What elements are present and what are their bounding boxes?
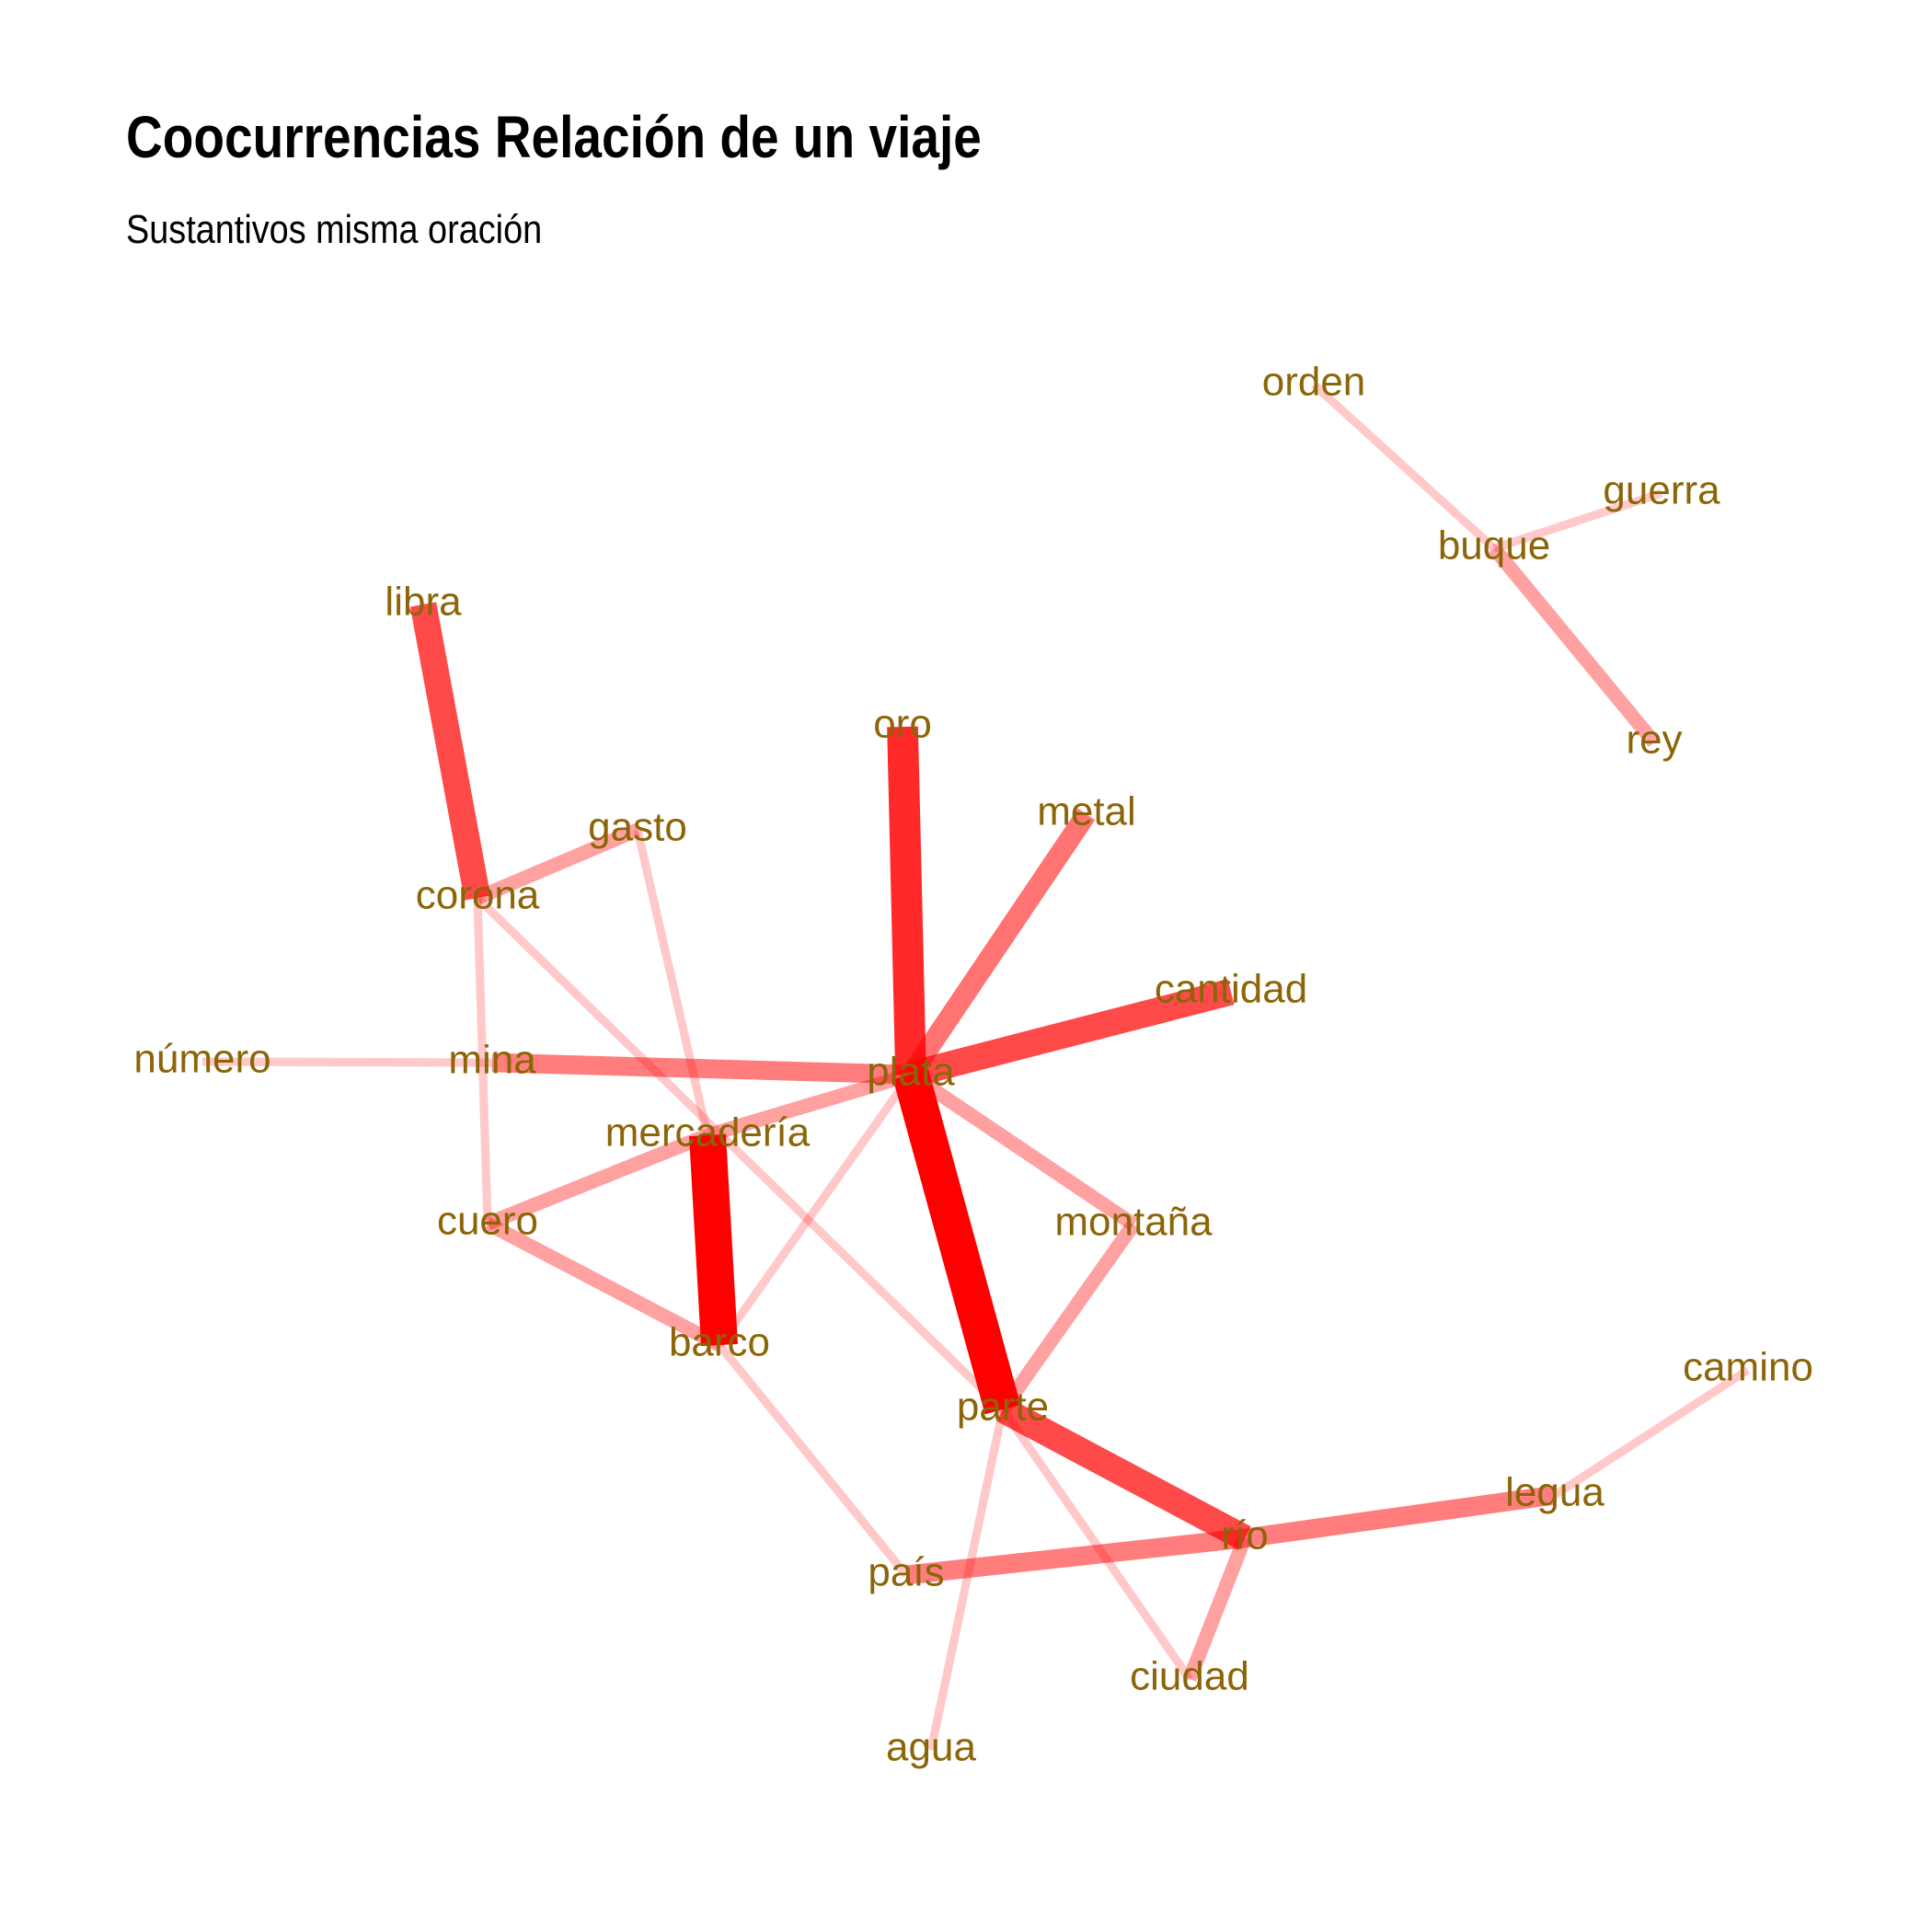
edge-libra-corona (409, 602, 491, 901)
chart-subtitle: Sustantivos misma oración (126, 207, 543, 252)
edge-metal-plata (902, 808, 1096, 1081)
edge-cantidad-plata (907, 979, 1235, 1087)
edge-barco-pais (716, 1342, 910, 1578)
node-label-oro: oro (873, 702, 932, 747)
edge-plata-montana (906, 1068, 1138, 1231)
labels-layer: orden guerra buque rey libra oro metal gasto cor… (133, 360, 1813, 1770)
node-label-corona: corona (416, 873, 540, 918)
edge-cuero-mercaderia (485, 1128, 710, 1231)
node-label-buque: buque (1438, 523, 1550, 569)
node-label-metal: metal (1037, 789, 1136, 834)
node-label-gasto: gasto (588, 805, 687, 850)
node-label-plata: plata (867, 1050, 955, 1095)
edge-buque-rey (1489, 544, 1660, 747)
edge-gasto-mercaderia (633, 828, 712, 1137)
node-label-parte: parte (957, 1385, 1049, 1430)
edge-numero-mina (201, 1057, 493, 1067)
edge-mercaderia-barco (689, 1133, 738, 1347)
node-label-rio: río (1221, 1513, 1268, 1558)
edge-plata-parte (892, 1069, 1021, 1415)
edge-parte-ciudad (999, 1407, 1193, 1682)
node-label-cantidad: cantidad (1155, 967, 1307, 1012)
edge-plata-mercaderia (705, 1067, 914, 1143)
edge-corona-gasto (474, 822, 641, 905)
node-label-camino: camino (1683, 1345, 1813, 1390)
edge-rio-legua (1243, 1485, 1557, 1548)
edge-corona-cuero (473, 897, 492, 1225)
node-label-libra: libra (385, 580, 462, 625)
node-label-montana: montaña (1054, 1200, 1213, 1245)
edge-orden-buque (1310, 381, 1498, 552)
edge-oro-plata (887, 726, 926, 1075)
edge-rio-ciudad (1182, 1535, 1252, 1682)
node-label-barco: barco (669, 1320, 770, 1365)
node-label-pais: país (868, 1550, 944, 1595)
edge-plata-barco (716, 1072, 914, 1348)
edge-legua-camino (1552, 1366, 1751, 1499)
edge-pais-rio (904, 1528, 1247, 1585)
node-label-guerra: guerra (1603, 468, 1720, 513)
edge-cuero-barco (484, 1217, 723, 1351)
edge-montana-parte (996, 1220, 1140, 1414)
edge-corona-parte (474, 894, 1006, 1413)
node-label-mina: mina (448, 1038, 536, 1083)
node-label-agua: agua (886, 1725, 976, 1770)
node-label-mercaderia: mercadería (605, 1110, 811, 1156)
edge-parte-rio (996, 1397, 1251, 1550)
edge-buque-guerra (1492, 489, 1663, 553)
chart-title: Coocurrencias Relación de un viaje (126, 104, 982, 170)
edge-parte-agua (926, 1409, 1007, 1751)
node-label-numero: número (133, 1037, 270, 1082)
edge-mina-plata (491, 1052, 912, 1085)
node-label-ciudad: ciudad (1130, 1654, 1249, 1699)
node-label-legua: legua (1505, 1470, 1604, 1515)
node-label-orden: orden (1262, 360, 1366, 405)
edges-layer (201, 381, 1751, 1751)
node-label-cuero: cuero (437, 1199, 538, 1244)
node-label-rey: rey (1626, 718, 1682, 763)
